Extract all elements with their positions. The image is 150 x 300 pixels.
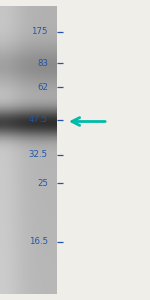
Text: 62: 62 — [37, 82, 48, 91]
Text: 83: 83 — [37, 58, 48, 68]
Text: 25: 25 — [37, 178, 48, 188]
Text: 47.5: 47.5 — [29, 116, 48, 124]
Text: 175: 175 — [32, 27, 48, 36]
Text: 16.5: 16.5 — [29, 237, 48, 246]
Text: 32.5: 32.5 — [29, 150, 48, 159]
